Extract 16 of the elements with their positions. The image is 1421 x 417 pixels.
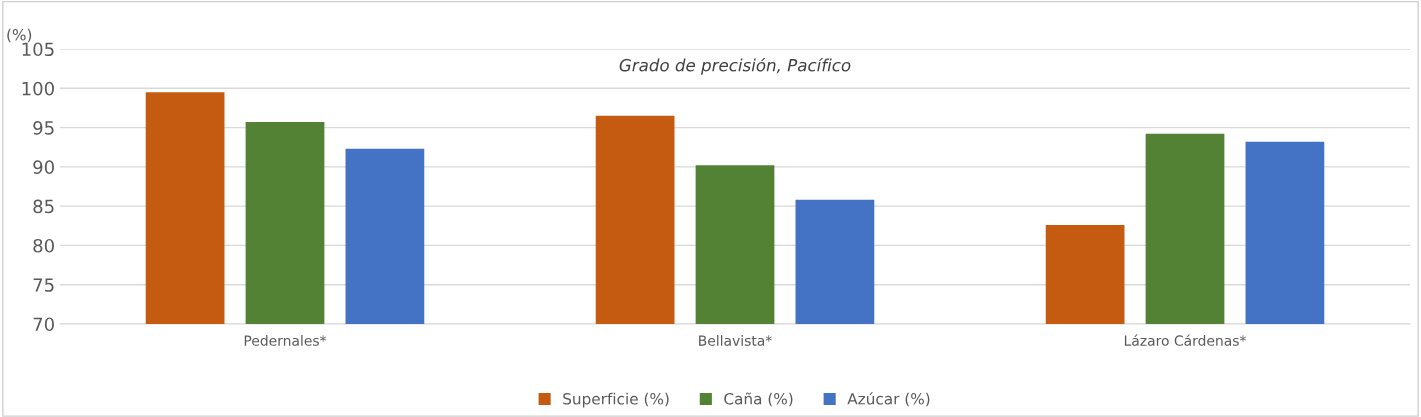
y-tick-label: 90 [33, 160, 54, 174]
x-tick-label: Bellavista* [699, 335, 772, 346]
y-tick-label: 105 [22, 42, 54, 57]
y-tick-label: 95 [33, 121, 54, 135]
y-tick-label: 75 [33, 278, 54, 292]
text: Grado de precisión, Pacífico [619, 57, 851, 75]
x-tick-label: Lázaro Cárdenas* [1124, 334, 1247, 346]
x-tick-label: Pedernales* [244, 335, 327, 346]
y-axis-title: (%) [7, 28, 32, 43]
legend-label: Azúcar (%) [847, 392, 930, 407]
legend-label: Caña (%) [724, 392, 793, 407]
legend-label: Superficie (%) [563, 392, 669, 408]
y-tick-label: 100 [22, 81, 54, 96]
y-tick-label: 80 [33, 238, 54, 253]
y-tick-label: 85 [33, 199, 54, 214]
y-tick-label: 70 [33, 317, 54, 332]
